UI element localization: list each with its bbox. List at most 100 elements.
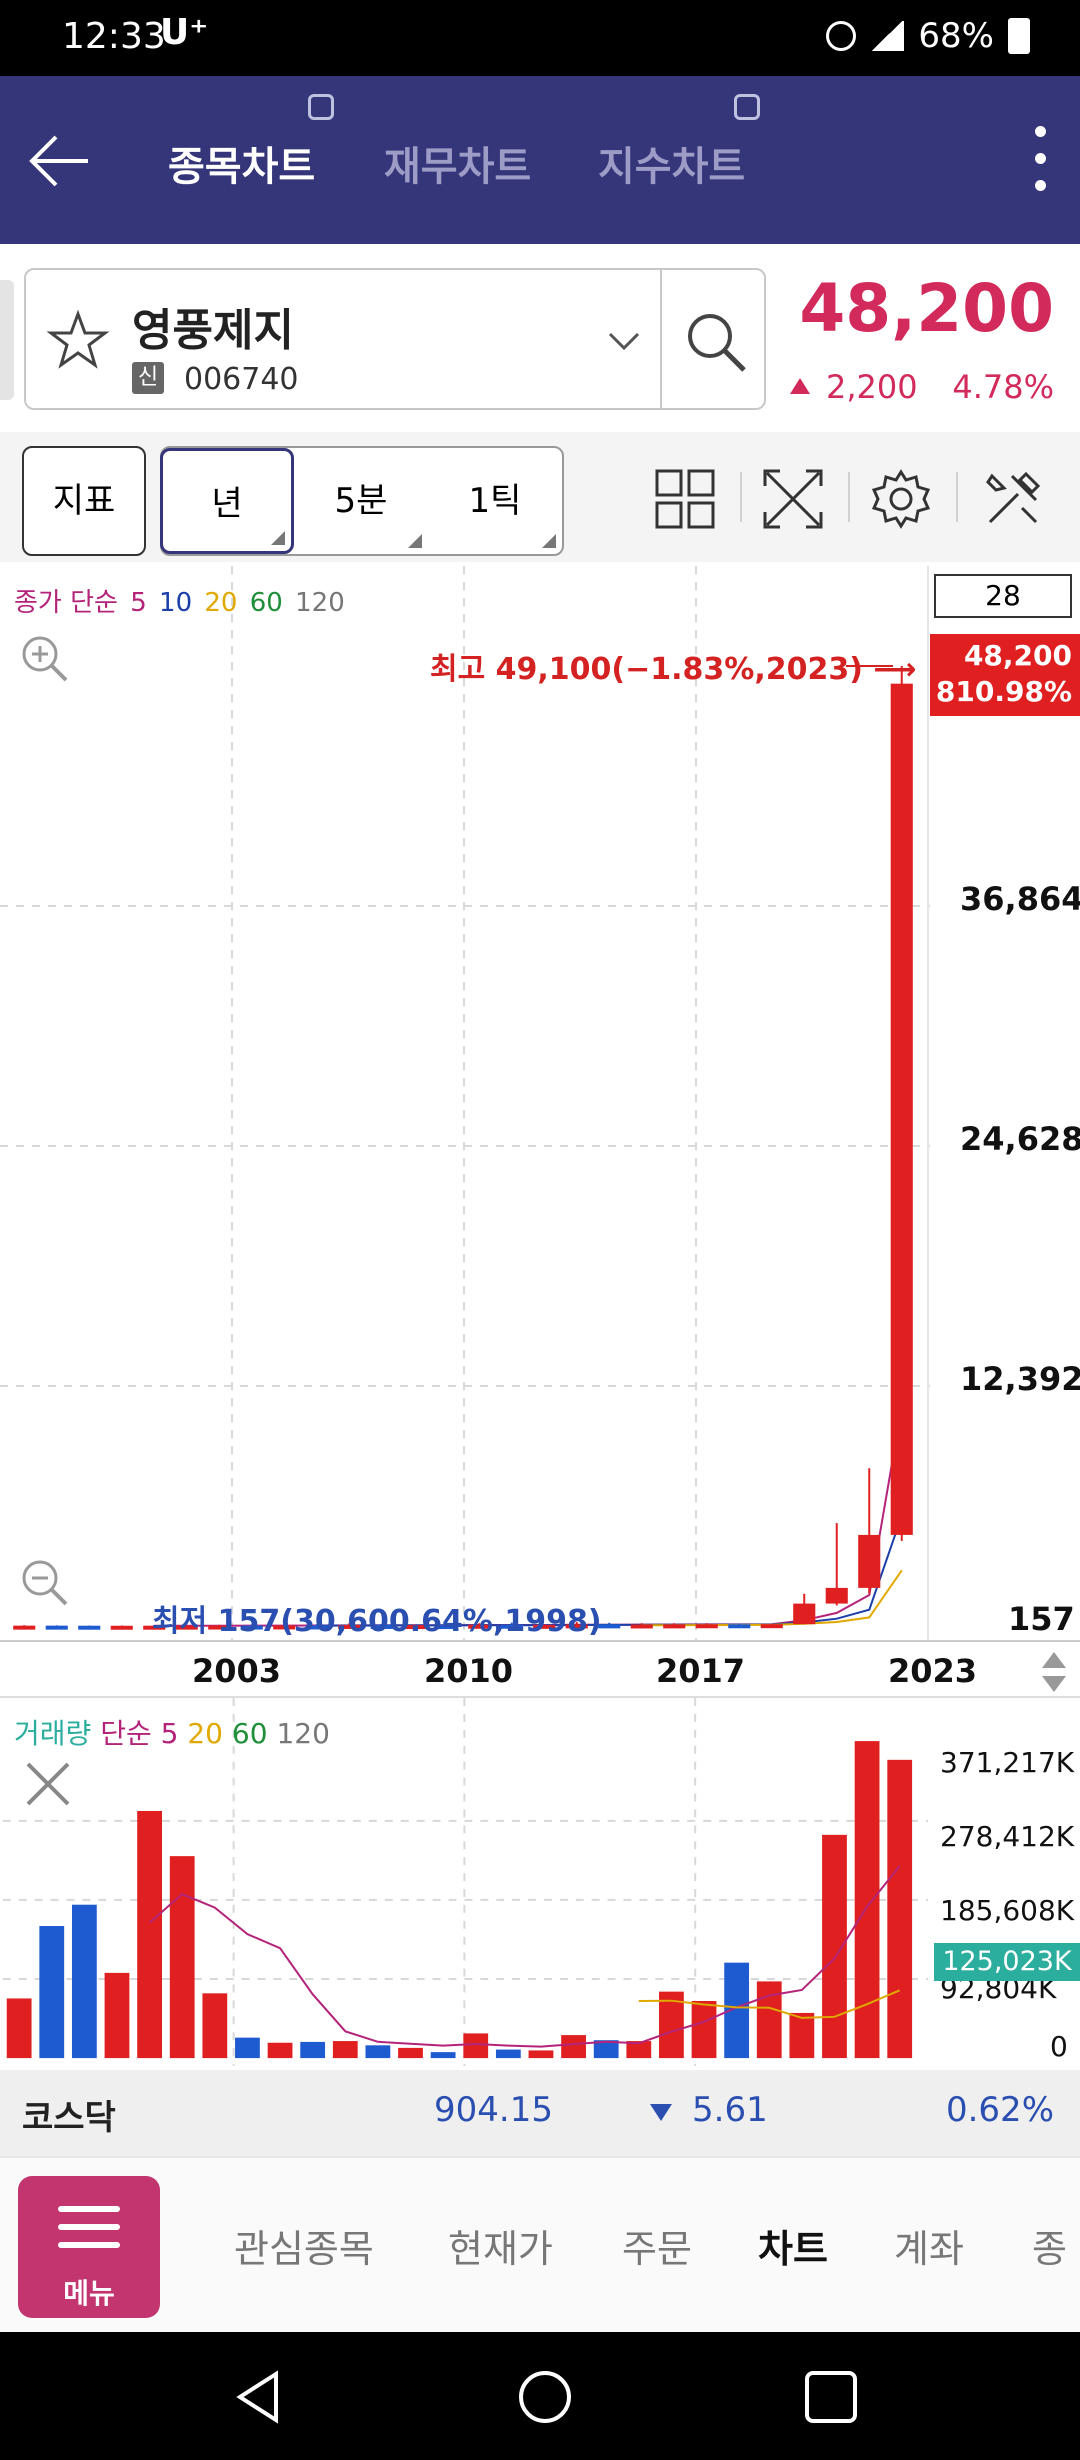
candle — [45, 1625, 68, 1630]
candle-body — [565, 1624, 588, 1629]
nav-order[interactable]: 주문 — [622, 2227, 692, 2271]
home-icon[interactable] — [516, 2368, 574, 2426]
candle-body — [208, 1625, 231, 1630]
signal-icon — [870, 21, 905, 51]
index-change: 5.61 — [692, 2090, 768, 2130]
battery-icon — [1008, 18, 1030, 54]
fullscreen-icon[interactable] — [762, 468, 824, 530]
candle — [305, 1624, 328, 1630]
volume-bar — [854, 1741, 880, 2059]
period-1tick[interactable]: 1틱 — [428, 448, 562, 554]
indicator-button[interactable]: 지표 — [22, 446, 146, 556]
axis-resize-handle-icon[interactable] — [1038, 1650, 1070, 1694]
volume-bar — [561, 2035, 586, 2059]
app-header: 종목차트 재무차트 지수차트 — [0, 76, 1080, 244]
layout-grid-icon[interactable] — [654, 468, 716, 530]
moving-average-lines — [154, 1406, 903, 1627]
status-time: 12:33 — [62, 16, 166, 57]
x-tick-label: 2023 — [888, 1652, 978, 1690]
candle — [825, 1523, 848, 1606]
menu-button[interactable]: 메뉴 — [18, 2176, 160, 2318]
nav-more[interactable]: 종 — [1032, 2227, 1067, 2271]
candle-body — [695, 1624, 718, 1629]
volume-bar — [235, 2037, 260, 2059]
volume-bar — [365, 2045, 391, 2059]
nav-account[interactable]: 계좌 — [894, 2227, 964, 2271]
nav-watchlist[interactable]: 관심종목 — [234, 2227, 374, 2271]
legend-title: 종가 단순 — [14, 588, 118, 618]
candle-body — [728, 1624, 751, 1629]
volume-bar — [756, 1981, 782, 2059]
candle-body — [403, 1625, 426, 1630]
tab-financial-chart[interactable]: 재무차트 — [384, 144, 532, 190]
candle — [760, 1623, 783, 1629]
stock-name: 영풍제지 — [132, 305, 294, 356]
period-selector: 년 5분 1틱 — [160, 446, 564, 556]
divider — [956, 472, 958, 522]
nav-current-price[interactable]: 현재가 — [448, 2227, 553, 2271]
candle-count-input[interactable]: 28 — [934, 574, 1072, 618]
gear-icon[interactable] — [870, 468, 932, 530]
market-index-bar[interactable]: 코스닥 904.15 5.61 0.62% — [0, 2070, 1080, 2156]
more-menu-icon[interactable] — [1030, 126, 1050, 196]
legend-simple: 단순 — [100, 1717, 152, 1750]
volume-bar — [789, 2012, 815, 2059]
candle-body — [305, 1625, 328, 1630]
candle — [890, 666, 913, 1541]
side-drawer-handle[interactable] — [0, 280, 14, 400]
volume-chart[interactable] — [0, 1696, 1080, 2076]
candle — [175, 1625, 198, 1630]
hamburger-icon — [58, 2224, 120, 2230]
volume-legend: 거래량 단순 5 20 60 120 — [14, 1712, 330, 1752]
price-chart[interactable] — [0, 566, 1080, 1646]
vol-tick-label: 278,412K — [940, 1820, 1075, 1853]
period-year[interactable]: 년 — [160, 448, 294, 554]
legend-ma20: 20 — [204, 588, 238, 618]
nav-chart[interactable]: 차트 — [758, 2227, 828, 2271]
back-icon[interactable] — [230, 2368, 288, 2426]
recent-apps-icon[interactable] — [802, 2368, 860, 2426]
candle-body — [240, 1625, 263, 1630]
candle-body — [110, 1625, 133, 1630]
candle — [143, 1625, 166, 1630]
tab-stock-chart[interactable]: 종목차트 — [168, 144, 316, 190]
candle — [273, 1623, 296, 1630]
candle-body — [78, 1625, 101, 1630]
candle — [208, 1624, 231, 1630]
legend-v120: 120 — [276, 1717, 330, 1750]
zoom-out-icon[interactable] — [18, 1556, 72, 1610]
candle-body — [273, 1625, 296, 1630]
period-label: 년 — [211, 484, 243, 524]
candle — [630, 1623, 653, 1629]
star-icon[interactable] — [46, 308, 110, 372]
index-name: 코스닥 — [22, 2098, 116, 2138]
candle — [338, 1623, 361, 1629]
legend-v60: 60 — [231, 1717, 268, 1750]
chevron-down-icon[interactable] — [604, 322, 644, 362]
vol-tick-label: 0 — [1050, 2030, 1068, 2063]
period-5min[interactable]: 5분 — [294, 448, 428, 554]
volume-bar — [169, 1856, 195, 2059]
candle-body — [793, 1603, 816, 1625]
x-tick-label: 2003 — [192, 1652, 282, 1690]
candle-body — [175, 1625, 198, 1630]
search-icon[interactable] — [680, 306, 750, 376]
divider — [660, 270, 662, 408]
period-label: 1틱 — [468, 481, 522, 521]
back-arrow-icon[interactable] — [26, 131, 90, 191]
y-tick-label: 12,392 — [960, 1360, 1080, 1398]
candle-body — [858, 1534, 881, 1588]
volume-bar — [71, 1904, 97, 2059]
candle-body — [500, 1624, 523, 1629]
stock-selector[interactable]: 영풍제지 신 006740 — [24, 268, 766, 410]
candle — [565, 1622, 588, 1629]
menu-label: 메뉴 — [63, 2277, 115, 2310]
candle — [110, 1625, 133, 1630]
volume-bar — [202, 1993, 228, 2059]
close-icon[interactable] — [20, 1756, 76, 1812]
zoom-in-icon[interactable] — [18, 632, 72, 686]
current-price-tag: 48,200 810.98% — [930, 634, 1080, 716]
tab-index-chart[interactable]: 지수차트 — [598, 144, 746, 190]
tools-icon[interactable] — [982, 468, 1044, 530]
status-icons: 68% — [826, 16, 1030, 56]
